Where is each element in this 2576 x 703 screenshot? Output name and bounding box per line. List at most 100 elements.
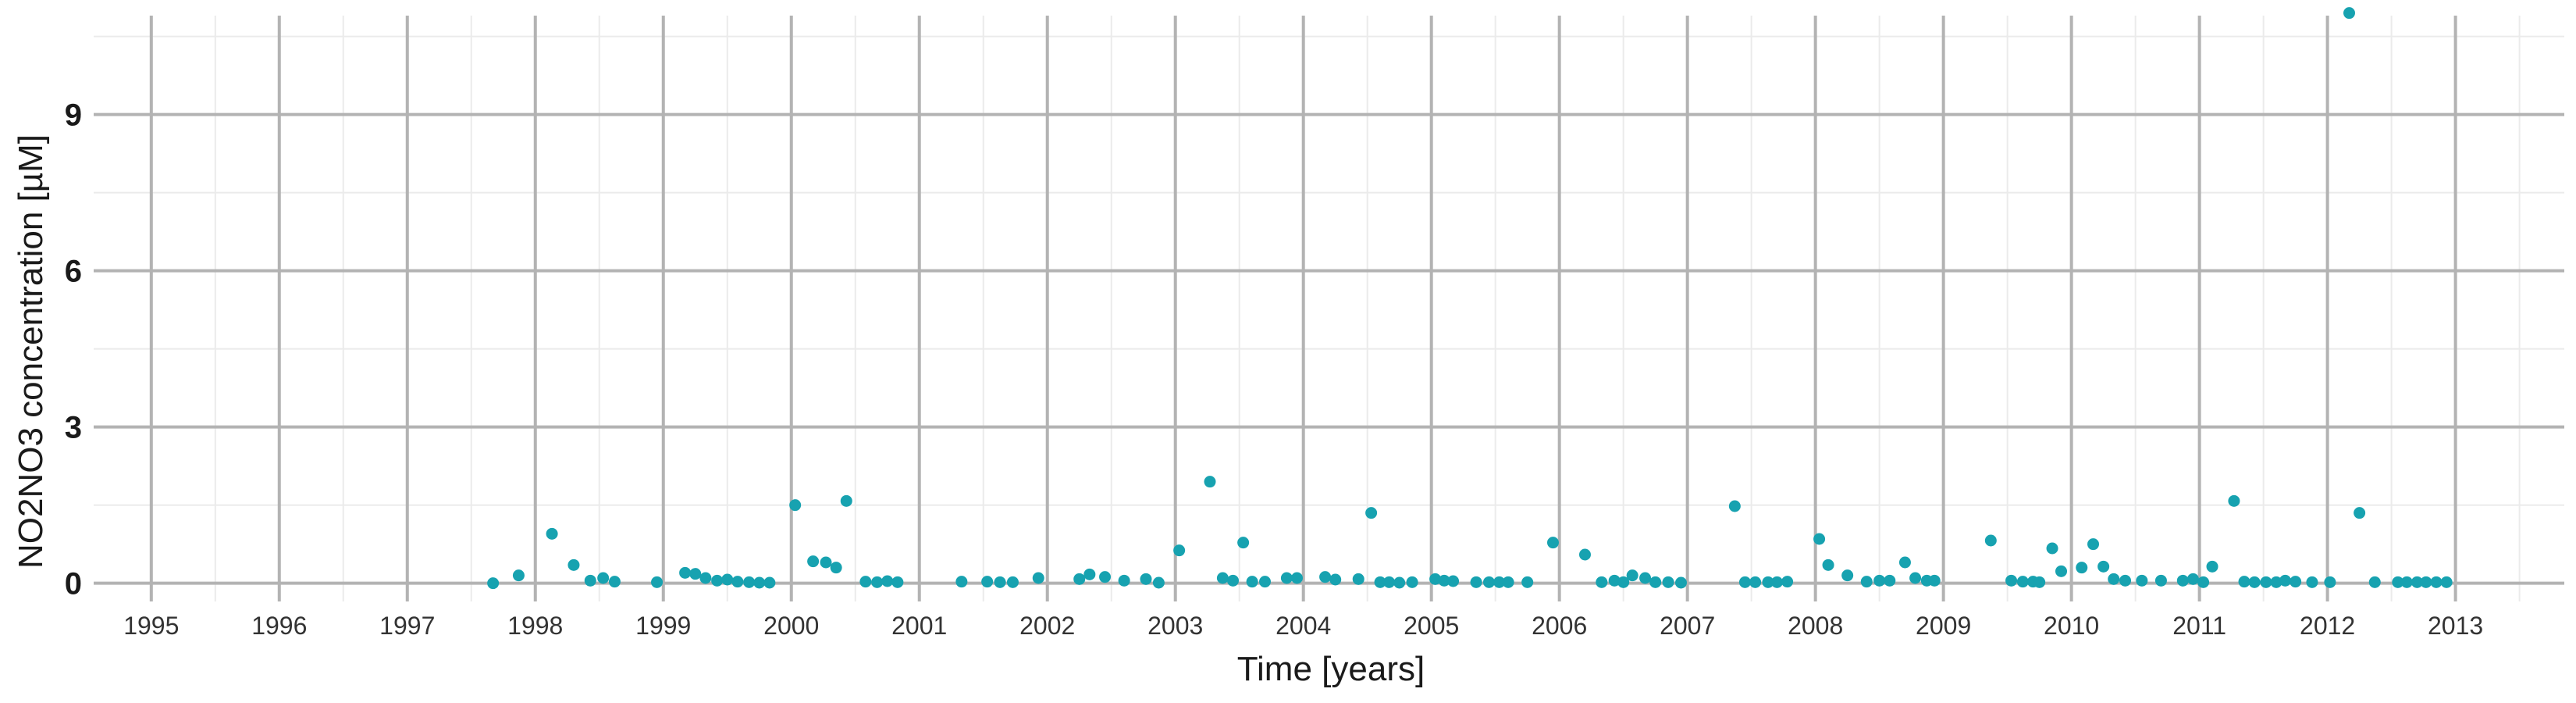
x-tick-label: 2010 xyxy=(2044,612,2099,640)
data-point xyxy=(2343,7,2355,20)
data-point xyxy=(1841,569,1854,582)
data-point xyxy=(1099,571,1112,583)
x-axis-title: Time [years] xyxy=(1237,650,1425,688)
data-point xyxy=(1118,574,1130,587)
data-point xyxy=(1984,534,1997,547)
x-tick-label: 2005 xyxy=(1404,612,1459,640)
data-point xyxy=(1546,537,1559,549)
data-point xyxy=(487,577,500,590)
data-point xyxy=(2033,576,2046,588)
y-tick-label: 6 xyxy=(65,255,82,289)
data-point xyxy=(1649,576,1662,588)
data-point xyxy=(2176,574,2189,587)
data-point xyxy=(807,555,820,568)
data-point xyxy=(1406,576,1418,588)
data-point xyxy=(1738,576,1751,588)
data-point xyxy=(1447,575,1460,587)
data-point xyxy=(1280,572,1293,584)
data-point xyxy=(1662,576,1674,588)
data-point xyxy=(830,562,842,574)
data-point xyxy=(2354,507,2366,519)
data-point xyxy=(1173,544,1186,557)
data-point xyxy=(1482,576,1495,588)
x-tick-label: 1998 xyxy=(507,612,563,640)
data-point xyxy=(1521,576,1534,588)
data-point xyxy=(1006,576,1019,588)
data-point xyxy=(1781,576,1794,588)
data-point xyxy=(2248,576,2261,588)
data-point xyxy=(1393,576,1406,589)
x-tick-label: 2002 xyxy=(1019,612,1075,640)
data-point xyxy=(1140,573,1152,585)
data-point xyxy=(994,576,1006,588)
data-point xyxy=(1873,574,1886,587)
data-point xyxy=(1438,574,1450,587)
data-point xyxy=(1246,576,1258,588)
data-point xyxy=(1204,476,1216,488)
data-point xyxy=(1728,500,1741,512)
data-point xyxy=(743,576,756,588)
data-point xyxy=(2392,576,2404,588)
data-point xyxy=(2420,576,2432,588)
data-point xyxy=(1502,576,1514,588)
x-tick-label: 2009 xyxy=(1916,612,1971,640)
data-point xyxy=(2368,576,2381,588)
data-point xyxy=(1770,576,1783,588)
x-tick-label: 2001 xyxy=(891,612,947,640)
data-point xyxy=(2087,538,2100,551)
data-point xyxy=(1639,572,1652,584)
x-tick-label: 2012 xyxy=(2300,612,2355,640)
y-tick-labels: 0 3 6 9 xyxy=(65,98,82,601)
data-point xyxy=(584,574,596,587)
data-point xyxy=(721,573,734,586)
data-point xyxy=(1227,574,1240,587)
x-tick-label: 2007 xyxy=(1660,612,1715,640)
x-tick-label: 1997 xyxy=(379,612,435,640)
data-point xyxy=(881,575,894,587)
data-point xyxy=(699,572,712,584)
data-point xyxy=(711,574,724,587)
data-point xyxy=(568,558,580,571)
data-points xyxy=(487,7,2453,590)
data-point xyxy=(891,576,904,588)
data-point xyxy=(1032,572,1044,584)
data-point xyxy=(2270,576,2282,588)
x-tick-label: 2006 xyxy=(1532,612,1587,640)
data-point xyxy=(546,527,558,540)
y-tick-label: 9 xyxy=(65,98,82,133)
data-point xyxy=(512,569,525,582)
data-point xyxy=(2206,560,2218,573)
data-point xyxy=(2324,576,2336,588)
x-tick-label: 1999 xyxy=(635,612,691,640)
y-tick-label: 3 xyxy=(65,411,82,445)
data-point xyxy=(859,576,872,588)
data-point xyxy=(2097,560,2110,573)
data-point xyxy=(2260,576,2272,588)
data-point xyxy=(955,576,968,588)
data-point xyxy=(2228,494,2240,507)
data-point xyxy=(1374,576,1386,588)
data-point xyxy=(2290,576,2302,588)
data-point xyxy=(2154,574,2167,587)
x-tick-label: 2004 xyxy=(1276,612,1331,640)
x-tick-label: 2003 xyxy=(1147,612,1203,640)
x-tick-label: 2013 xyxy=(2428,612,2483,640)
data-point xyxy=(2197,576,2210,588)
data-point xyxy=(840,494,852,507)
data-point xyxy=(1216,572,1229,584)
data-point xyxy=(2055,565,2068,577)
data-point xyxy=(1319,571,1332,583)
data-point xyxy=(1383,576,1396,588)
data-point xyxy=(2238,576,2250,588)
data-point xyxy=(731,576,744,588)
data-point xyxy=(1259,576,1272,588)
x-tick-label: 1996 xyxy=(251,612,307,640)
data-point xyxy=(1073,573,1086,585)
x-tick-label: 2000 xyxy=(763,612,819,640)
data-point xyxy=(1365,507,1378,519)
data-point xyxy=(2279,574,2292,587)
data-point xyxy=(651,576,664,588)
data-point xyxy=(2430,576,2443,588)
